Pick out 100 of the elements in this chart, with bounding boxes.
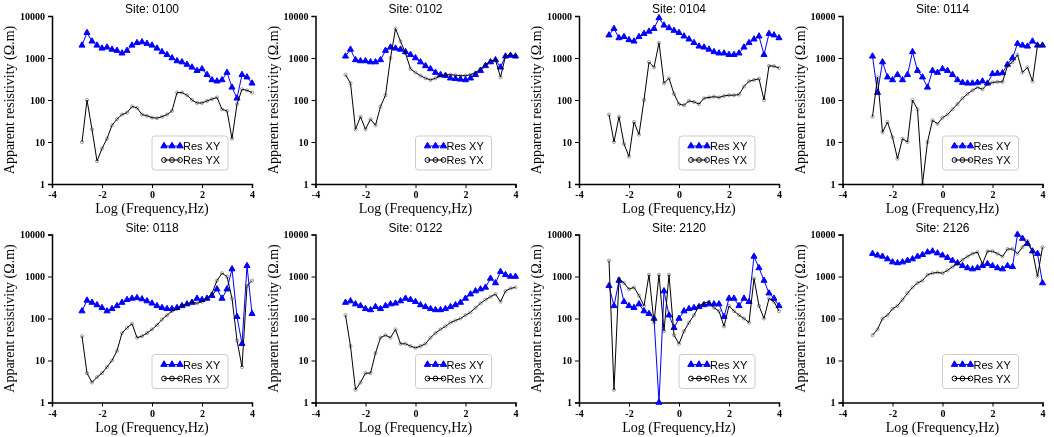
x-tick-label: -2 [625,407,634,419]
x-axis-title: Log (Frequency,Hz) [885,419,1000,436]
x-tick-label: 0 [413,189,419,201]
x-tick-label: 2 [200,189,205,201]
y-tick-label: 1 [303,397,309,409]
x-tick-label: 0 [940,189,946,201]
legend-label: Res YX [183,372,221,385]
x-axis-title: Log (Frequency,Hz) [358,419,473,436]
x-tick-label: 0 [677,407,682,419]
y-axis-title: Apparent resistivity (Ω.m) [529,243,545,393]
legend-label: Res XY [446,358,485,371]
y-tick-label: 100 [820,313,836,325]
y-axis-title: Apparent resistivity (Ω.m) [529,25,545,175]
y-tick-label: 100 [293,94,309,106]
x-tick-label: 2 [990,189,996,201]
legend-label: Res XY [183,140,221,152]
y-tick-label: 10 [825,136,836,148]
y-tick-label: 1 [303,178,309,190]
x-tick-label: 4 [777,189,782,201]
y-tick-label: 10 [35,136,45,148]
legend-label: Res XY [710,140,748,152]
x-tick-label: -2 [888,407,898,419]
y-tick-label: 1000 [25,271,45,283]
y-tick-label: 100 [557,313,572,325]
x-tick-label: 2 [727,407,732,419]
chart-title: Site: 0114 [915,2,970,16]
y-tick-label: 10000 [283,229,309,241]
chart-title: Site: 0122 [388,220,443,235]
x-tick-label: -4 [838,407,848,419]
x-tick-label: 2 [463,189,469,201]
y-axis-title: Apparent resistivity (Ω.m) [792,243,809,393]
x-tick-label: 4 [513,189,519,201]
y-tick-label: 1000 [552,52,572,64]
legend-label: Res YX [710,154,748,166]
y-tick-label: 10 [562,136,572,148]
x-tick-label: 2 [463,407,469,419]
y-tick-label: 100 [293,313,309,325]
y-tick-label: 10000 [810,229,836,241]
x-tick-label: -4 [838,189,848,201]
x-axis-title: Log (Frequency,Hz) [885,201,1000,217]
y-tick-label: 10000 [547,10,572,22]
x-tick-label: 0 [150,407,155,419]
chart-title: Site: 2126 [915,220,970,235]
x-tick-label: -4 [48,407,57,419]
y-tick-label: 1 [830,397,836,409]
x-axis-title: Log (Frequency,Hz) [622,419,737,436]
chart-title: Site: 0118 [125,220,179,235]
y-tick-label: 10 [825,355,836,367]
x-tick-label: 4 [250,407,255,419]
legend-label: Res XY [973,358,1012,371]
chart-title: Site: 2120 [651,220,707,235]
chart-title: Site: 0104 [651,2,707,16]
y-tick-label: 100 [30,94,45,106]
legend-label: Res XY [973,140,1012,152]
y-tick-label: 1 [567,397,572,409]
x-tick-label: 4 [777,407,782,419]
x-tick-label: -4 [311,407,321,419]
y-axis-title: Apparent resistivity (Ω.m) [265,243,282,393]
legend-label: Res XY [183,358,221,371]
x-tick-label: 2 [990,407,996,419]
legend-label: Res YX [973,372,1012,385]
x-tick-label: -2 [361,407,371,419]
x-tick-label: -4 [575,407,584,419]
x-tick-label: -2 [888,189,898,201]
y-tick-label: 100 [557,94,572,106]
y-tick-label: 1000 [815,271,836,283]
y-axis-title: Apparent resistivity (Ω.m) [792,25,809,175]
x-axis-title: Log (Frequency,Hz) [622,201,737,217]
y-tick-label: 1 [830,178,836,190]
y-tick-label: 10000 [810,10,836,22]
y-tick-label: 1000 [288,52,309,64]
y-tick-label: 1 [567,178,572,190]
legend-label: Res YX [710,372,748,385]
x-tick-label: -2 [361,189,371,201]
x-tick-label: -4 [48,189,57,201]
x-axis-title: Log (Frequency,Hz) [95,201,210,217]
legend-label: Res YX [973,154,1012,166]
y-tick-label: 10 [298,355,309,367]
chart-title: Site: 0100 [124,2,180,16]
y-tick-label: 1000 [815,52,836,64]
y-axis-title: Apparent resistivity (Ω.m) [2,25,18,175]
y-tick-label: 10000 [20,10,45,22]
y-tick-label: 100 [30,313,45,325]
legend-label: Res YX [446,372,485,385]
x-tick-label: 2 [200,407,205,419]
x-axis-title: Log (Frequency,Hz) [95,419,210,436]
x-tick-label: 4 [513,407,519,419]
y-tick-label: 10000 [547,229,572,241]
y-tick-label: 1000 [288,271,309,283]
y-tick-label: 10 [298,136,309,148]
chart-title: Site: 0102 [388,2,443,16]
x-axis-title: Log (Frequency,Hz) [358,201,473,217]
y-tick-label: 10000 [283,10,309,22]
y-tick-label: 1 [40,178,45,190]
x-tick-label: 0 [677,189,682,201]
legend-label: Res XY [446,140,485,152]
x-tick-label: -4 [575,189,584,201]
x-tick-label: -2 [625,189,634,201]
x-tick-label: 4 [250,189,255,201]
x-tick-label: 2 [727,189,732,201]
